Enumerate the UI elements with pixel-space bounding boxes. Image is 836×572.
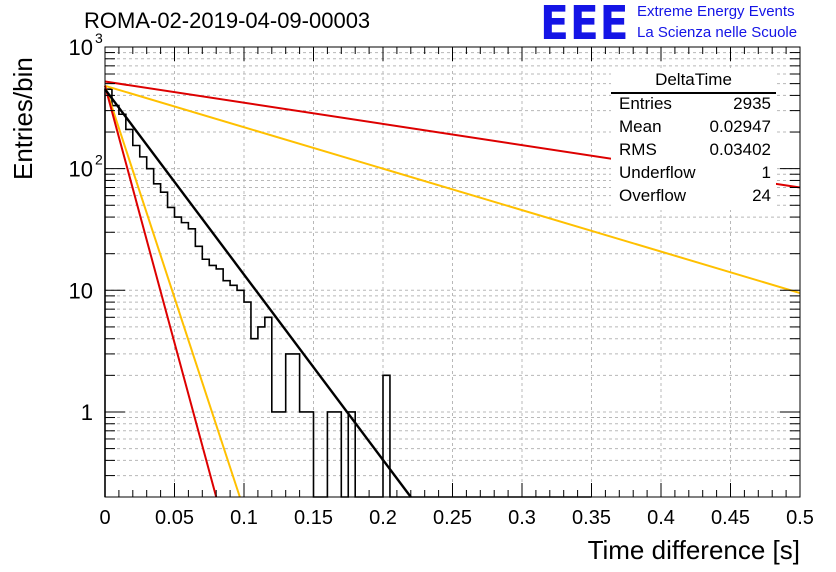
chart-title: ROMA-02-2019-04-09-00003 (84, 8, 371, 33)
x-tick-label: 0.2 (369, 507, 397, 529)
y-tick-exponent: 2 (95, 152, 103, 168)
stats-row-underflow: Underflow 1 (619, 163, 771, 185)
eee-logo: EEE (540, 0, 630, 50)
x-tick-label: 0.1 (230, 507, 258, 529)
y-tick-label: 10 (69, 157, 93, 182)
x-tick-label: 0.5 (786, 507, 814, 529)
stats-row-rms: RMS 0.03402 (619, 140, 771, 162)
stats-key: Overflow (619, 186, 687, 205)
logo-line-2: La Scienza nelle Scuole (637, 24, 798, 41)
x-tick-label: 0 (99, 507, 110, 529)
fit-curve-2 (104, 84, 801, 294)
y-axis-label: Entries/bin (8, 57, 38, 180)
x-tick-label: 0.35 (572, 507, 611, 529)
histogram (104, 88, 592, 498)
stats-title: DeltaTime (611, 70, 776, 94)
x-tick-label: 0.3 (508, 507, 536, 529)
stats-key: Entries (619, 94, 672, 113)
stats-key: RMS (619, 140, 657, 159)
stats-value: 24 (752, 186, 771, 205)
stats-row-mean: Mean 0.02947 (619, 117, 771, 139)
y-tick-exponent: 3 (95, 30, 103, 46)
stats-value: 0.03402 (709, 140, 771, 159)
x-tick-label: 0.45 (711, 507, 750, 529)
stats-row-entries: Entries 2935 (619, 94, 771, 116)
stats-value: 0.02947 (709, 117, 771, 136)
x-tick-label: 0.4 (647, 507, 675, 529)
stats-value: 1 (761, 163, 771, 182)
histogram-outline (104, 88, 592, 498)
x-tick-label: 0.25 (433, 507, 472, 529)
axis-ticks (104, 47, 801, 497)
y-tick-label: 10 (69, 278, 93, 303)
x-tick-label: 0.15 (294, 507, 333, 529)
x-tick-label: 0.05 (155, 507, 194, 529)
stats-row-overflow: Overflow 24 (619, 186, 771, 208)
tick-labels: 0 0.05 0.1 0.15 0.2 0.25 0.3 0.35 0.4 0.45 0.5 1 10 1… (69, 30, 814, 529)
stats-key: Mean (619, 117, 662, 136)
logo-line-1: Extreme Energy Events (637, 3, 795, 20)
fit-curves (104, 80, 801, 498)
y-tick-label: 1 (81, 400, 93, 425)
x-axis-label: Time difference [s] (587, 535, 800, 565)
stats-box: DeltaTime Entries 2935 Mean 0.02947 RMS … (611, 70, 776, 210)
y-tick-label: 10 (69, 35, 93, 60)
stats-value: 2935 (733, 94, 771, 113)
fit-curve-3 (104, 85, 241, 498)
stats-key: Underflow (619, 163, 696, 182)
fit-curve-4 (104, 85, 218, 498)
fit-curve-0 (104, 88, 412, 498)
